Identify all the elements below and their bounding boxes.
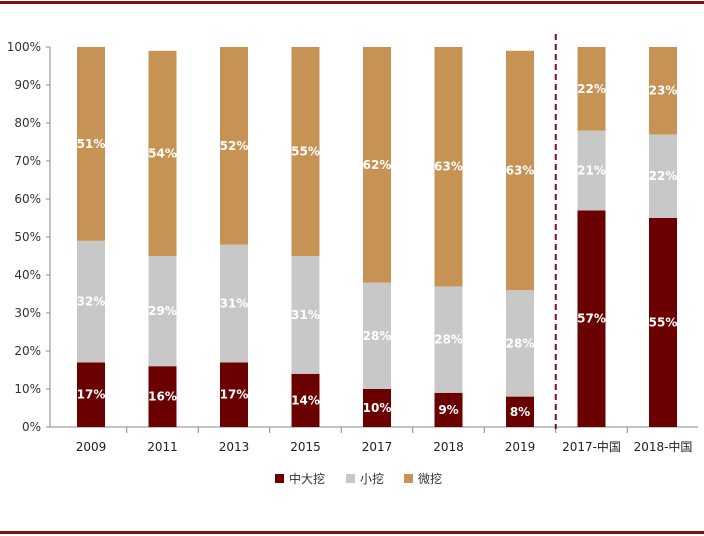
data-label: 17% <box>77 388 106 402</box>
data-label: 22% <box>649 169 678 183</box>
data-label: 31% <box>291 308 320 322</box>
bar-segment <box>506 396 534 427</box>
bar-segment <box>363 47 391 283</box>
data-label: 10% <box>363 401 392 415</box>
data-label: 63% <box>506 164 535 178</box>
bar-segment <box>148 256 177 367</box>
bar-segment <box>434 392 463 427</box>
y-tick-label: 30% <box>14 306 41 320</box>
y-tick-label: 50% <box>14 230 41 244</box>
data-label: 57% <box>577 312 606 326</box>
data-label: 29% <box>148 304 177 318</box>
x-tick-label: 2011 <box>147 440 178 454</box>
data-label: 55% <box>649 316 678 330</box>
y-tick-label: 10% <box>14 382 41 396</box>
data-label: 16% <box>148 390 177 404</box>
bar-segment <box>363 282 391 389</box>
x-tick-label: 2018-中国 <box>634 439 693 454</box>
legend-label: 微挖 <box>418 471 442 486</box>
data-label: 28% <box>363 329 392 343</box>
data-label: 51% <box>77 137 106 151</box>
x-tick-label: 2018 <box>433 440 464 454</box>
bar-segment <box>148 50 177 256</box>
y-tick-label: 40% <box>14 268 41 282</box>
legend-label: 小挖 <box>360 471 384 486</box>
data-label: 28% <box>434 333 463 347</box>
data-label: 31% <box>220 297 249 311</box>
bar-segment <box>291 256 320 374</box>
y-tick-label: 60% <box>14 192 41 206</box>
bar-segment <box>77 240 105 363</box>
y-tick-label: 100% <box>7 40 41 54</box>
bar-segment <box>363 389 391 427</box>
bar-segment <box>506 290 534 397</box>
bar-segment <box>291 47 320 256</box>
x-tick-label: 2017 <box>362 440 393 454</box>
data-label: 21% <box>577 164 606 178</box>
x-tick-label: 2017-中国 <box>562 439 621 454</box>
bar-segment <box>220 362 248 427</box>
data-label: 63% <box>434 160 463 174</box>
legend-swatch <box>346 474 355 483</box>
legend-swatch <box>275 474 284 483</box>
y-tick-label: 80% <box>14 116 41 130</box>
bar-segment <box>434 47 463 287</box>
data-label: 32% <box>77 295 106 309</box>
y-tick-label: 90% <box>14 78 41 92</box>
x-tick-label: 2015 <box>290 440 321 454</box>
bar-segment <box>220 244 248 363</box>
bar-segment <box>220 47 248 245</box>
bottom-rule <box>0 531 704 534</box>
bar-segment <box>577 47 606 131</box>
bar-segment <box>506 50 534 291</box>
data-label: 14% <box>291 393 320 407</box>
data-label: 8% <box>510 405 530 419</box>
data-label: 54% <box>148 146 177 160</box>
x-tick-label: 2019 <box>505 440 536 454</box>
bar-segment <box>649 47 677 135</box>
data-label: 55% <box>291 145 320 159</box>
legend-swatch <box>404 474 413 483</box>
bar-segment <box>77 362 105 427</box>
data-label: 23% <box>649 84 678 98</box>
data-label: 28% <box>506 336 535 350</box>
data-label: 22% <box>577 82 606 96</box>
bar-segment <box>434 286 463 393</box>
bar-segment <box>649 218 677 427</box>
legend-label: 中大挖 <box>289 471 325 486</box>
data-label: 9% <box>438 403 458 417</box>
bar-segment <box>577 210 606 427</box>
x-tick-label: 2013 <box>219 440 250 454</box>
bar-segment <box>577 130 606 211</box>
x-tick-label: 2009 <box>76 440 107 454</box>
y-tick-label: 0% <box>22 420 41 434</box>
data-label: 17% <box>220 388 249 402</box>
bar-segment <box>77 47 105 241</box>
y-tick-label: 70% <box>14 154 41 168</box>
bar-segment <box>649 134 677 218</box>
data-label: 62% <box>363 158 392 172</box>
y-tick-label: 20% <box>14 344 41 358</box>
bar-segment <box>148 366 177 427</box>
top-rule <box>0 1 704 4</box>
bar-segment <box>291 373 320 427</box>
data-label: 52% <box>220 139 249 153</box>
